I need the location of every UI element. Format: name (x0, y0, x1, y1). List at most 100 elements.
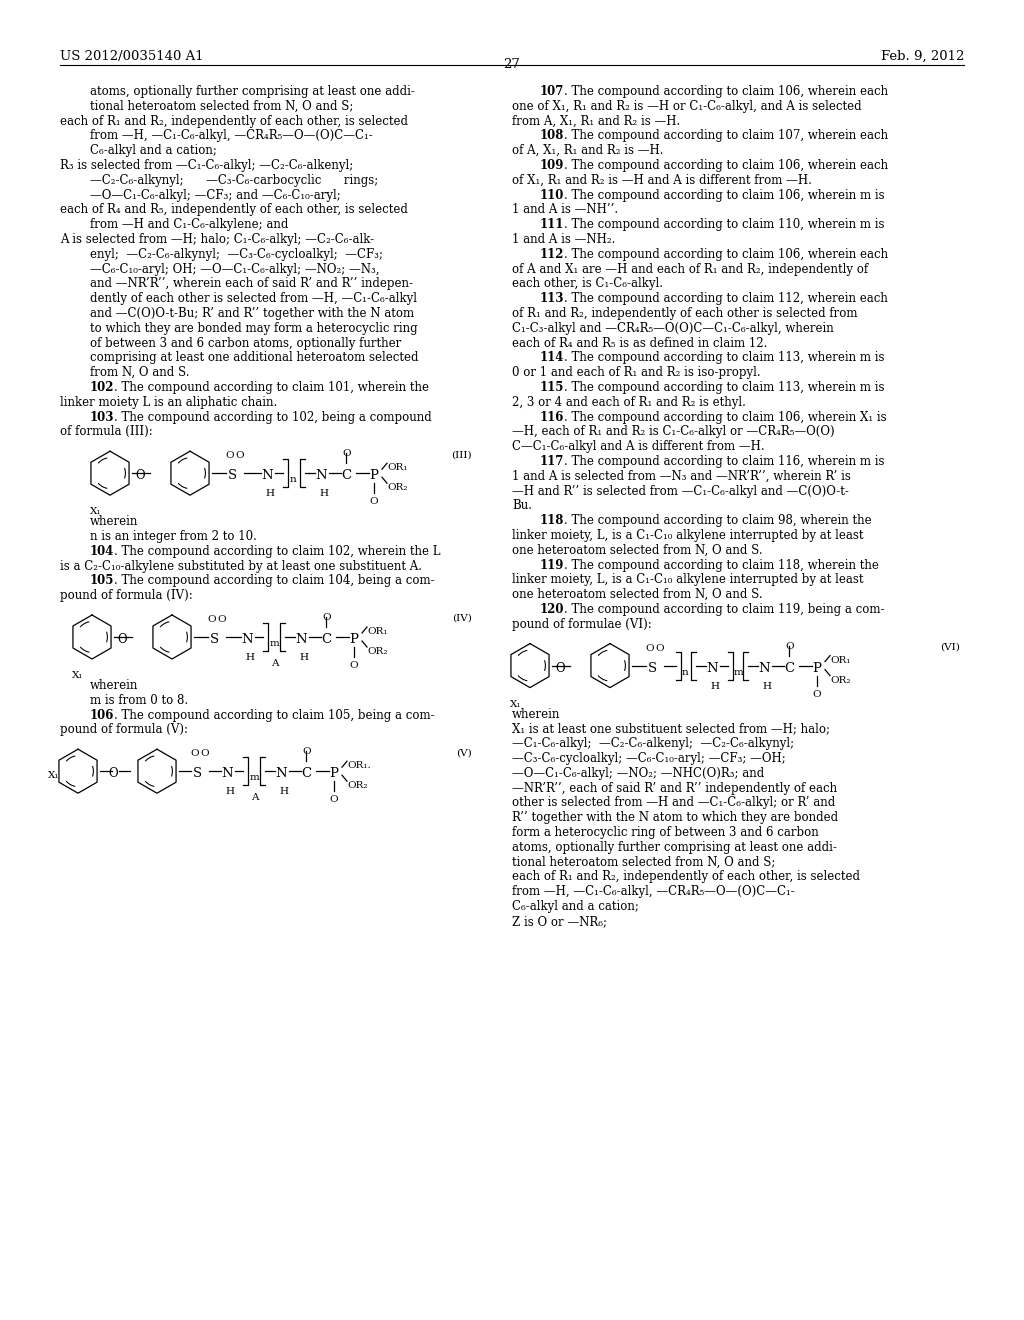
Text: from —H and C₁-C₆-alkylene; and: from —H and C₁-C₆-alkylene; and (90, 218, 289, 231)
Text: O: O (655, 644, 664, 652)
Text: 115: 115 (540, 381, 564, 393)
Text: N: N (261, 469, 272, 482)
Text: 105: 105 (90, 574, 115, 587)
Text: other is selected from —H and —C₁-C₆-alkyl; or R’ and: other is selected from —H and —C₁-C₆-alk… (512, 796, 836, 809)
Text: Z is O or —NR₆;: Z is O or —NR₆; (512, 915, 607, 928)
Text: A: A (271, 659, 279, 668)
Text: N: N (221, 767, 232, 780)
Text: Bu.: Bu. (512, 499, 532, 512)
Text: OR₂: OR₂ (387, 483, 408, 492)
Text: (VI): (VI) (940, 643, 961, 652)
Text: 104: 104 (90, 545, 115, 558)
Text: 116: 116 (540, 411, 564, 424)
Text: US 2012/0035140 A1: US 2012/0035140 A1 (60, 50, 204, 63)
Text: form a heterocyclic ring of between 3 and 6 carbon: form a heterocyclic ring of between 3 an… (512, 826, 819, 840)
Text: OR₁: OR₁ (830, 656, 851, 664)
Text: X₁: X₁ (72, 671, 84, 680)
Text: 110: 110 (540, 189, 564, 202)
Text: . The compound according to claim 118, wherein the: . The compound according to claim 118, w… (564, 558, 880, 572)
Text: —H and R’’ is selected from —C₁-C₆-alkyl and —C(O)O-t-: —H and R’’ is selected from —C₁-C₆-alkyl… (512, 484, 849, 498)
Text: (V): (V) (457, 748, 472, 758)
Text: OR₁: OR₁ (367, 627, 387, 636)
Text: X₁: X₁ (48, 771, 59, 780)
Text: H: H (319, 490, 328, 498)
Text: —O—C₁-C₆-alkyl; —NO₂; —NHC(O)R₃; and: —O—C₁-C₆-alkyl; —NO₂; —NHC(O)R₃; and (512, 767, 764, 780)
Text: . The compound according to claim 106, wherein each: . The compound according to claim 106, w… (564, 248, 889, 261)
Text: one of X₁, R₁ and R₂ is —H or C₁-C₆-alkyl, and A is selected: one of X₁, R₁ and R₂ is —H or C₁-C₆-alky… (512, 100, 861, 112)
Text: H: H (279, 787, 288, 796)
Text: 112: 112 (540, 248, 564, 261)
Text: pound of formula (V):: pound of formula (V): (60, 723, 188, 737)
Text: O: O (349, 661, 357, 671)
Text: O: O (117, 634, 127, 645)
Text: . The compound according to claim 110, wherein m is: . The compound according to claim 110, w… (564, 218, 885, 231)
Text: (III): (III) (452, 450, 472, 459)
Text: m: m (734, 668, 743, 677)
Text: . The compound according to claim 106, wherein each: . The compound according to claim 106, w… (564, 84, 889, 98)
Text: —O—C₁-C₆-alkyl; —CF₃; and —C₆-C₁₀-aryl;: —O—C₁-C₆-alkyl; —CF₃; and —C₆-C₁₀-aryl; (90, 189, 341, 202)
Text: . The compound according to claim 101, wherein the: . The compound according to claim 101, w… (115, 381, 429, 393)
Text: from N, O and S.: from N, O and S. (90, 366, 189, 379)
Text: 103: 103 (90, 411, 115, 424)
Text: H: H (710, 681, 719, 690)
Text: —H, each of R₁ and R₂ is C₁-C₆-alkyl or —CR₄R₅—O(O): —H, each of R₁ and R₂ is C₁-C₆-alkyl or … (512, 425, 835, 438)
Text: . The compound according to claim 106, wherein m is: . The compound according to claim 106, w… (564, 189, 885, 202)
Text: atoms, optionally further comprising at least one addi-: atoms, optionally further comprising at … (512, 841, 837, 854)
Text: 0 or 1 and each of R₁ and R₂ is iso-propyl.: 0 or 1 and each of R₁ and R₂ is iso-prop… (512, 366, 761, 379)
Text: O: O (555, 661, 565, 675)
Text: C: C (321, 634, 331, 645)
Text: S: S (648, 661, 657, 675)
Text: O: O (217, 615, 225, 624)
Text: 113: 113 (540, 292, 564, 305)
Text: m: m (270, 639, 280, 648)
Text: R₃ is selected from —C₁-C₆-alkyl; —C₂-C₆-alkenyl;: R₃ is selected from —C₁-C₆-alkyl; —C₂-C₆… (60, 158, 353, 172)
Text: each of R₄ and R₅ is as defined in claim 12.: each of R₄ and R₅ is as defined in claim… (512, 337, 767, 350)
Text: 1 and A is selected from —N₃ and —NR’R’’, wherein R’ is: 1 and A is selected from —N₃ and —NR’R’’… (512, 470, 851, 483)
Text: S: S (228, 469, 238, 482)
Text: from —H, —C₁-C₆-alkyl, —CR₄R₅—O—(O)C—C₁-: from —H, —C₁-C₆-alkyl, —CR₄R₅—O—(O)C—C₁- (512, 886, 795, 898)
Text: from A, X₁, R₁ and R₂ is —H.: from A, X₁, R₁ and R₂ is —H. (512, 115, 680, 128)
Text: n: n (682, 668, 689, 677)
Text: 114: 114 (540, 351, 564, 364)
Text: O: O (108, 767, 118, 780)
Text: and —C(O)O-t-Bu; R’ and R’’ together with the N atom: and —C(O)O-t-Bu; R’ and R’’ together wit… (90, 308, 414, 319)
Text: H: H (225, 787, 234, 796)
Text: linker moiety, L, is a C₁-C₁₀ alkylene interrupted by at least: linker moiety, L, is a C₁-C₁₀ alkylene i… (512, 529, 863, 543)
Text: OR₂: OR₂ (830, 676, 851, 685)
Text: H: H (299, 653, 308, 663)
Text: C—C₁-C₆-alkyl and A is different from —H.: C—C₁-C₆-alkyl and A is different from —H… (512, 440, 765, 453)
Text: P: P (812, 661, 821, 675)
Text: atoms, optionally further comprising at least one addi-: atoms, optionally further comprising at … (90, 84, 415, 98)
Text: H: H (265, 490, 274, 498)
Text: dently of each other is selected from —H, —C₁-C₆-alkyl: dently of each other is selected from —H… (90, 292, 417, 305)
Text: m is from 0 to 8.: m is from 0 to 8. (90, 694, 188, 706)
Text: wherein: wherein (90, 678, 138, 692)
Text: C₁-C₃-alkyl and —CR₄R₅—O(O)C—C₁-C₆-alkyl, wherein: C₁-C₃-alkyl and —CR₄R₅—O(O)C—C₁-C₆-alkyl… (512, 322, 834, 335)
Text: OR₂: OR₂ (347, 781, 368, 791)
Text: P: P (349, 634, 358, 645)
Text: 1 and A is —NH’’.: 1 and A is —NH’’. (512, 203, 618, 216)
Text: pound of formula (IV):: pound of formula (IV): (60, 589, 193, 602)
Text: C₆-alkyl and a cation;: C₆-alkyl and a cation; (512, 900, 639, 913)
Text: O: O (369, 498, 378, 506)
Text: O: O (190, 750, 199, 758)
Text: . The compound according to claim 119, being a com-: . The compound according to claim 119, b… (564, 603, 885, 616)
Text: N: N (315, 469, 327, 482)
Text: linker moiety, L, is a C₁-C₁₀ alkylene interrupted by at least: linker moiety, L, is a C₁-C₁₀ alkylene i… (512, 573, 863, 586)
Text: tional heteroatom selected from N, O and S;: tional heteroatom selected from N, O and… (512, 855, 775, 869)
Text: C: C (301, 767, 311, 780)
Text: . The compound according to claim 98, wherein the: . The compound according to claim 98, wh… (564, 515, 872, 527)
Text: from —H, —C₁-C₆-alkyl, —CR₄R₅—O—(O)C—C₁-: from —H, —C₁-C₆-alkyl, —CR₄R₅—O—(O)C—C₁- (90, 129, 373, 143)
Text: O: O (200, 750, 209, 758)
Text: N: N (241, 634, 253, 645)
Text: O: O (302, 747, 310, 756)
Text: tional heteroatom selected from N, O and S;: tional heteroatom selected from N, O and… (90, 100, 353, 112)
Text: . The compound according to claim 106, wherein each: . The compound according to claim 106, w… (564, 158, 889, 172)
Text: 120: 120 (540, 603, 564, 616)
Text: O: O (322, 612, 331, 622)
Text: 119: 119 (540, 558, 564, 572)
Text: one heteroatom selected from N, O and S.: one heteroatom selected from N, O and S. (512, 589, 763, 601)
Text: 102: 102 (90, 381, 115, 393)
Text: —NR’R’’, each of said R’ and R’’ independently of each: —NR’R’’, each of said R’ and R’’ indepen… (512, 781, 838, 795)
Text: enyl;  —C₂-C₆-alkynyl;  —C₃-C₆-cycloalkyl;  —CF₃;: enyl; —C₂-C₆-alkynyl; —C₃-C₆-cycloalkyl;… (90, 248, 383, 261)
